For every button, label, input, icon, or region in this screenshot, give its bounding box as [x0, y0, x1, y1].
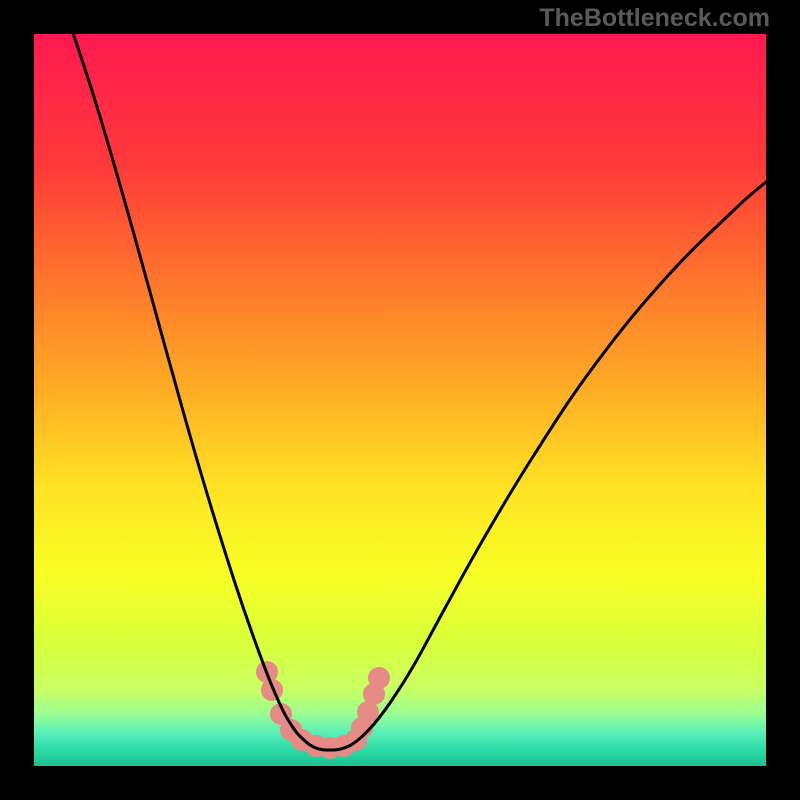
- watermark-label: TheBottleneck.com: [539, 4, 770, 33]
- chart-container: TheBottleneck.com: [0, 0, 800, 800]
- plot-area: [34, 34, 766, 766]
